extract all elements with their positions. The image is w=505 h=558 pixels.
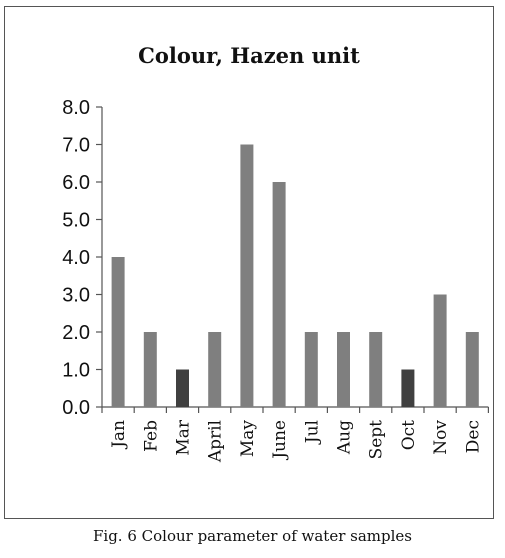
bar-jul [304,332,318,407]
x-tick-label: Feb [141,420,161,452]
x-tick-label: Jan [109,420,129,450]
y-tick-label: 3.0 [62,285,90,307]
x-tick-label: Oct [399,420,419,450]
y-tick-label: 1.0 [62,360,90,382]
figure-caption: Fig. 6 Colour parameter of water samples [92,527,412,545]
y-tick-label: 4.0 [62,247,90,269]
chart-title: Colour, Hazen unit [138,43,360,68]
x-tick-label: April [206,420,226,463]
y-tick-label: 8.0 [62,97,90,119]
x-tick-label: Mar [174,419,194,456]
y-tick-label: 7.0 [62,135,90,157]
y-tick-label: 0.0 [62,397,90,419]
x-tick-label: June [270,420,290,461]
bar-april [208,332,222,407]
y-tick-label: 5.0 [62,210,90,232]
x-tick-label: May [238,420,258,458]
bar-mar [176,369,189,407]
bar-chart: 0.0 1.0 2.0 3.0 4.0 5.0 6.0 7.0 8.0 Jan Feb Mar Apri… [62,97,489,463]
bar-oct [401,369,415,407]
bar-may [240,144,254,407]
bar-jan [111,257,125,407]
bar-nov [433,294,447,407]
x-tick-label: Dec [463,420,483,453]
bar-feb [143,332,157,407]
x-tick-label: Sept [367,420,387,460]
x-tick-label: Aug [335,420,355,455]
x-tick-label: Jul [302,420,322,445]
y-tick-label: 6.0 [62,172,90,194]
bar-dec [465,332,479,407]
bar-aug [337,332,350,407]
bar-june [272,182,286,407]
x-tick-label: Nov [431,420,451,455]
y-tick-label: 2.0 [62,322,90,344]
bar-sept [369,332,383,407]
